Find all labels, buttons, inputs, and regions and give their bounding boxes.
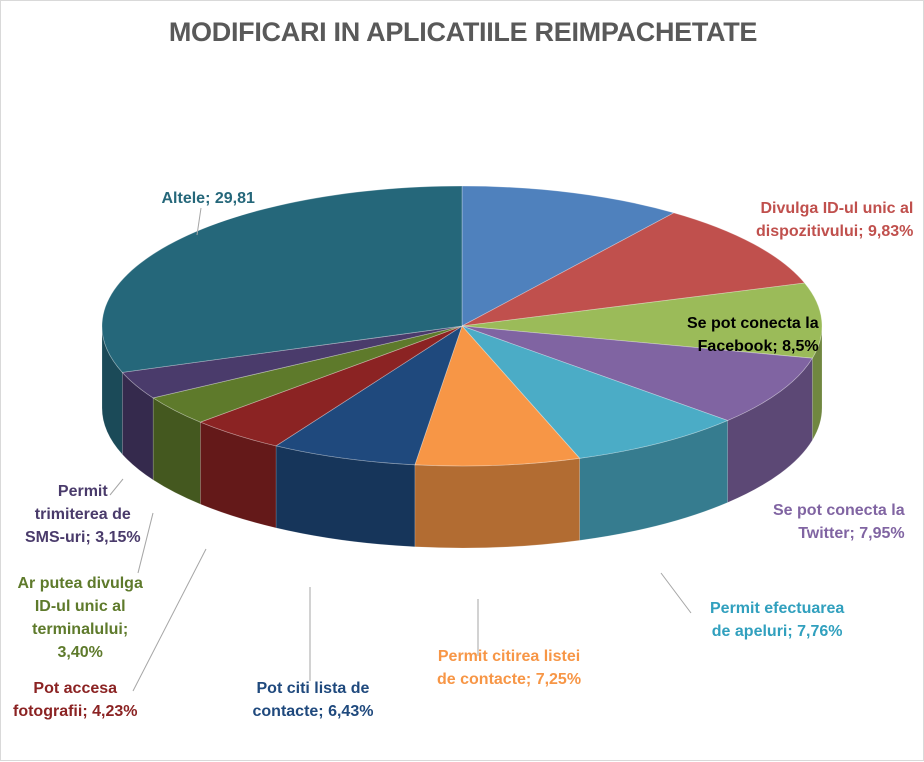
pie-slice-9[interactable] (152, 325, 463, 423)
data-label-line: SMS-uri; 3,15% (25, 529, 141, 546)
data-label-8: Ar putea divulga ID-ul unic al terminalulu… (18, 572, 143, 664)
data-label-line: Facebook; 8,5% (697, 338, 819, 355)
pie-slice-4[interactable] (461, 325, 814, 421)
pie-slice-side-6 (414, 457, 580, 549)
leader-line-5 (137, 512, 154, 574)
data-label-line: dispozitivului; 9,83% (756, 223, 914, 240)
data-label-line: ID-ul unic al (34, 598, 126, 615)
data-label-line: Permit (57, 483, 108, 500)
data-label-line: Permit citirea listei (437, 648, 581, 665)
data-label-3: Se pot conecta la Twitter; 7,95% (773, 499, 905, 545)
data-label-9: Permit trimiterea de SMS-uri; 3,15% (25, 480, 141, 549)
pie-slice-10[interactable] (121, 325, 463, 399)
data-label-line: Pot accesa (33, 680, 118, 697)
data-label-line: Permit efectuarea (710, 600, 845, 617)
data-label-10: Altele; 29,81 (162, 187, 255, 210)
pie-slice-8[interactable] (199, 325, 463, 447)
data-label-2: Se pot conecta la Facebook; 8,5% (687, 312, 819, 358)
pie-slice-2[interactable] (461, 212, 806, 327)
pie-slice-5[interactable] (461, 325, 729, 459)
leader-line-6 (109, 478, 124, 496)
data-label-line: Altele; 29,81 (161, 190, 255, 207)
pie-slice-7[interactable] (275, 325, 463, 466)
leader-line-4 (132, 548, 207, 692)
data-label-6: Pot citi lista de contacte; 6,43% (253, 677, 374, 723)
data-label-line: contacte; 6,43% (252, 703, 374, 720)
data-label-line: Twitter; 7,95% (798, 525, 905, 542)
data-label-line: 3,40% (57, 644, 103, 661)
pie-slice-11[interactable] (101, 185, 463, 373)
data-label-line: trimiterea de (34, 506, 131, 523)
data-label-line: Pot citi lista de (256, 680, 370, 697)
data-label-line: Ar putea divulga (17, 575, 143, 592)
pie-slice-3[interactable] (461, 282, 823, 359)
data-label-line: fotografii; 4,23% (13, 703, 138, 720)
data-label-line: terminalului; (32, 621, 129, 638)
data-label-4: Permit efectuarea de apeluri; 7,76% (710, 597, 844, 643)
leader-line-7 (196, 207, 202, 236)
data-label-1: Divulga ID-ul unic al dispozitivului; 9,8… (756, 197, 913, 243)
leader-line-1 (660, 572, 692, 614)
data-label-line: Divulga ID-ul unic al (760, 200, 914, 217)
data-label-line: de contacte; 7,25% (437, 671, 582, 688)
data-label-line: de apeluri; 7,76% (711, 623, 843, 640)
chart-title: MODIFICARI IN APLICATIILE REIMPACHETATE (168, 17, 758, 47)
pie-slice-6[interactable] (414, 325, 581, 467)
data-label-line: Se pot conecta la (773, 502, 905, 519)
pie-slice-1[interactable] (461, 185, 675, 327)
data-label-7: Pot accesa fotografii; 4,23% (13, 677, 137, 723)
data-label-5: Permit citirea listei de contacte; 7,25% (437, 645, 581, 691)
data-label-line: Se pot conecta la (687, 315, 819, 332)
